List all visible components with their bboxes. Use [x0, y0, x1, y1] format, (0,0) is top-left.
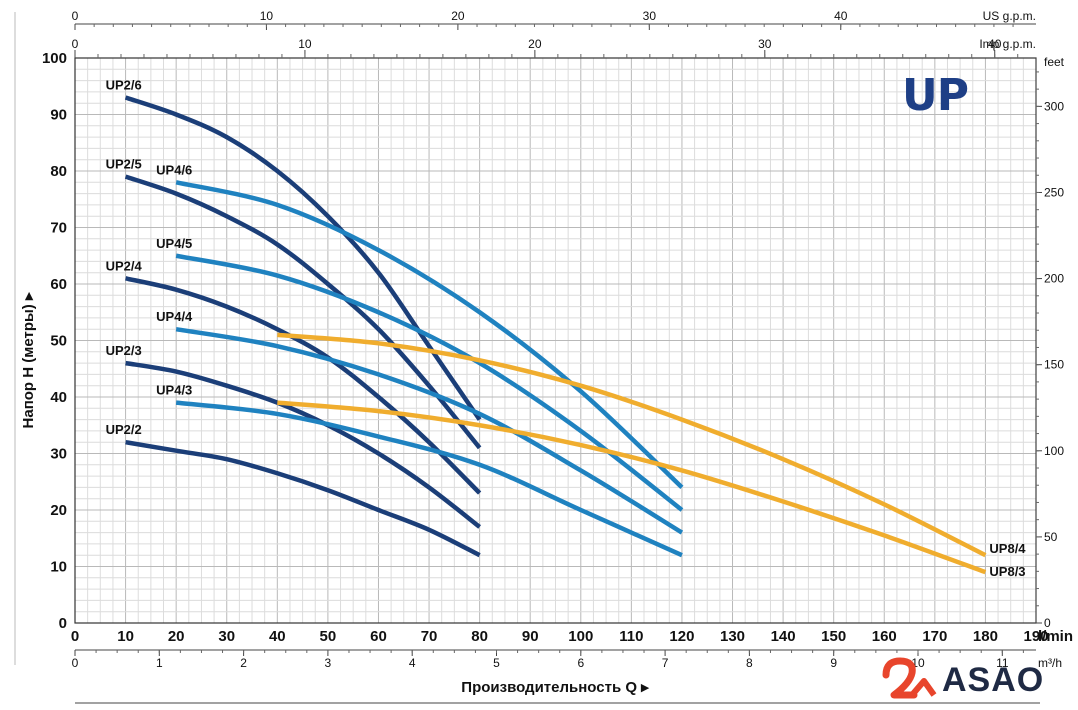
m3h-tick-label: 7 [662, 656, 669, 670]
m3h-unit-label: m³/h [1038, 656, 1062, 670]
y-tick-label: 10 [50, 559, 67, 576]
m3h-tick-label: 2 [240, 656, 247, 670]
us-gpm-tick-label: 0 [72, 9, 79, 23]
series-line-up4-4 [175, 326, 684, 535]
y-tick-label: 40 [50, 389, 67, 406]
y-tick-label: 50 [50, 333, 67, 350]
m3h-tick-label: 0 [72, 656, 79, 670]
series-label: UP4/6 [156, 162, 192, 177]
m3h-tick-label: 8 [746, 656, 753, 670]
feet-unit-label: feet [1044, 55, 1065, 69]
feet-tick-label: 300 [1044, 99, 1064, 113]
y-tick-label: 100 [42, 50, 67, 67]
asao-mark-icon [882, 657, 937, 699]
series-line-up2-2 [125, 439, 481, 558]
series-label: UP2/2 [106, 422, 142, 437]
us-gpm-tick-label: 10 [260, 9, 274, 23]
us-gpm-tick-label: 30 [643, 9, 657, 23]
series-line-up2-6 [124, 95, 482, 421]
series-line-up4-6 [175, 180, 684, 490]
series-label: UP2/5 [106, 157, 142, 172]
x-tick-label: 80 [471, 628, 488, 645]
y-tick-label: 20 [50, 502, 67, 519]
x-tick-label: 120 [669, 628, 694, 645]
x-tick-label: 130 [720, 628, 745, 645]
series-line-up2-4 [125, 276, 482, 495]
y-tick-label: 80 [50, 163, 67, 180]
series-line-up4-5 [175, 253, 684, 512]
series-label: UP4/3 [156, 383, 192, 398]
x-tick-label: 20 [168, 628, 185, 645]
feet-tick-label: 0 [1044, 616, 1051, 630]
series-line-up2-3 [125, 360, 482, 529]
up-logo: UP [902, 70, 969, 121]
series-line-up2-5 [124, 174, 482, 450]
brand-name: ASAO [942, 661, 1045, 699]
us-gpm-unit-label: US g.p.m. [983, 9, 1036, 23]
x-tick-label: 190 [1023, 628, 1048, 645]
m3h-tick-label: 9 [830, 656, 837, 670]
feet-tick-label: 200 [1044, 272, 1064, 286]
m3h-tick-label: 1 [156, 656, 163, 670]
imp-gpm-tick-label: 20 [528, 37, 542, 51]
series-label: UP8/3 [989, 564, 1025, 579]
x-tick-label: 40 [269, 628, 286, 645]
x-axis-title: Производительность Q ▸ [461, 679, 650, 696]
m3h-tick-label: 5 [493, 656, 500, 670]
asao-logo: ASAO [880, 655, 1078, 705]
x-tick-label: 50 [320, 628, 337, 645]
y-tick-label: 60 [50, 276, 67, 293]
x-tick-label: 150 [821, 628, 846, 645]
series-line-up4-3 [175, 400, 683, 558]
series-label: UP4/5 [156, 236, 192, 251]
grid [74, 57, 1037, 624]
y-tick-label: 0 [59, 615, 67, 632]
m3h-tick-label: 4 [409, 656, 416, 670]
y-tick-label: 30 [50, 446, 67, 463]
x-tick-label: 70 [421, 628, 438, 645]
us-gpm-tick-label: 40 [834, 9, 848, 23]
us-gpm-tick-label: 20 [451, 9, 465, 23]
x-tick-label: 160 [872, 628, 897, 645]
x-tick-label: 10 [117, 628, 134, 645]
x-tick-label: 0 [71, 628, 79, 645]
imp-gpm-unit-label: Imp g.p.m. [979, 37, 1036, 51]
x-tick-label: 110 [619, 628, 643, 645]
x-tick-label: 100 [568, 628, 593, 645]
x-tick-label: 60 [370, 628, 387, 645]
m3h-tick-label: 3 [325, 656, 332, 670]
series-label: UP8/4 [989, 541, 1026, 556]
imp-gpm-tick-label: 40 [988, 37, 1002, 51]
y-tick-label: 70 [50, 220, 67, 237]
series-label: UP2/4 [106, 258, 143, 273]
m3h-tick-label: 11 [996, 656, 1009, 670]
x-unit-label: l/min [1038, 628, 1073, 645]
imp-gpm-tick-label: 10 [298, 37, 312, 51]
x-tick-label: 140 [771, 628, 796, 645]
x-tick-label: 90 [522, 628, 539, 645]
feet-tick-label: 100 [1044, 444, 1064, 458]
series-line-up8-3 [277, 400, 987, 575]
feet-tick-label: 150 [1044, 358, 1064, 372]
y-tick-label: 90 [50, 107, 67, 124]
series-label: UP2/6 [106, 78, 142, 93]
y-axis-title: Напор H (метры) ▸ [20, 291, 37, 428]
series-label: UP2/3 [106, 343, 142, 358]
imp-gpm-tick-label: 0 [72, 37, 79, 51]
feet-tick-label: 250 [1044, 185, 1064, 199]
imp-gpm-tick-label: 30 [758, 37, 772, 51]
feet-tick-label: 50 [1044, 530, 1058, 544]
x-tick-label: 180 [973, 628, 998, 645]
series-line-up8-4 [277, 332, 987, 558]
x-tick-label: 170 [922, 628, 947, 645]
x-tick-label: 30 [218, 628, 235, 645]
m3h-tick-label: 6 [577, 656, 584, 670]
series-label: UP4/4 [156, 309, 193, 324]
